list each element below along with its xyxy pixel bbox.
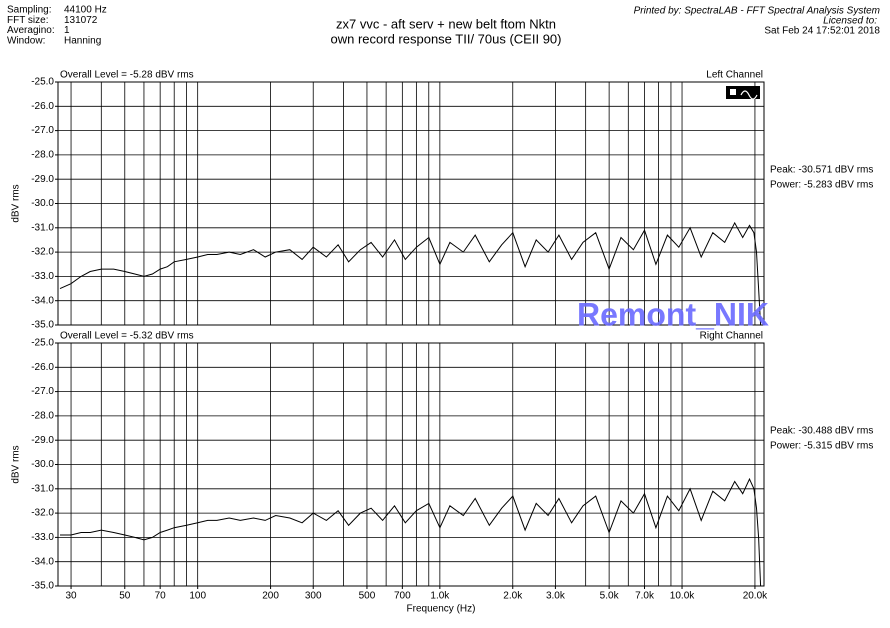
- peak: Peak: -30.488 dBV rms: [770, 426, 873, 437]
- x-tick-label: 700: [394, 591, 411, 602]
- y-tick-label: -27.0: [31, 386, 54, 397]
- x-tick-label: 7.0k: [635, 591, 655, 602]
- y-tick-label: -29.0: [31, 435, 54, 446]
- info-label: Sampling:: [7, 5, 51, 16]
- y-tick-label: -28.0: [31, 411, 54, 422]
- x-tick-label: 500: [359, 591, 376, 602]
- spectrum-line: [60, 477, 762, 587]
- channel-name: Right Channel: [700, 331, 763, 342]
- y-tick-label: -32.0: [31, 247, 54, 258]
- info-value: 44100 Hz: [64, 5, 107, 16]
- info-label: Window:: [7, 36, 45, 47]
- y-tick-label: -32.0: [31, 508, 54, 519]
- x-tick-label: 70: [155, 591, 167, 602]
- x-tick-label: 100: [189, 591, 206, 602]
- x-tick-label: 50: [119, 591, 131, 602]
- y-tick-label: -29.0: [31, 174, 54, 185]
- licensed: Licensed to:: [823, 16, 877, 27]
- power: Power: -5.283 dBV rms: [770, 180, 873, 191]
- x-tick-label: 2.0k: [503, 591, 523, 602]
- overall-level: Overall Level = -5.32 dBV rms: [60, 331, 194, 342]
- spectrum-line: [59, 221, 762, 326]
- info-value: 131072: [64, 15, 98, 26]
- icon: [726, 86, 760, 100]
- x-tick-label: 1.0k: [430, 591, 450, 602]
- y-tick-label: -33.0: [31, 271, 54, 282]
- y-tick-label: -30.0: [31, 459, 54, 470]
- y-tick-label: -30.0: [31, 198, 54, 209]
- y-tick-label: -28.0: [31, 150, 54, 161]
- info-value: 1: [64, 25, 70, 36]
- watermark: Remont_NIK: [577, 296, 769, 332]
- info-label: Averagino:: [7, 25, 55, 36]
- title-line: zx7 vvc - aft serv + new belt ftom Nktn: [336, 16, 556, 31]
- y-tick-label: -34.0: [31, 556, 54, 567]
- x-tick-label: 10.0k: [670, 591, 695, 602]
- x-tick-label: 3.0k: [546, 591, 566, 602]
- y-tick-label: -27.0: [31, 125, 54, 136]
- info-label: FFT size:: [7, 15, 48, 26]
- y-tick-label: -35.0: [31, 320, 54, 331]
- title-line: own record response TII/ 70us (CEII 90): [331, 31, 562, 46]
- y-tick-label: -34.0: [31, 295, 54, 306]
- y-axis-label: dBV rms: [11, 445, 22, 483]
- x-tick-label: 200: [262, 591, 279, 602]
- y-axis-label: dBV rms: [11, 184, 22, 222]
- printed-by: Printed by: SpectraLAB - FFT Spectral An…: [634, 6, 880, 17]
- y-tick-label: -31.0: [31, 483, 54, 494]
- date: Sat Feb 24 17:52:01 2018: [764, 26, 880, 37]
- y-tick-label: -26.0: [31, 362, 54, 373]
- info-value: Hanning: [64, 36, 101, 47]
- x-tick-label: 30: [65, 591, 77, 602]
- x-tick-label: 5.0k: [600, 591, 620, 602]
- x-axis-label: Frequency (Hz): [407, 604, 476, 615]
- peak: Peak: -30.571 dBV rms: [770, 165, 873, 176]
- power: Power: -5.315 dBV rms: [770, 441, 873, 452]
- y-tick-label: -25.0: [31, 338, 54, 349]
- y-tick-label: -35.0: [31, 581, 54, 592]
- channel-name: Left Channel: [706, 70, 763, 81]
- x-tick-label: 20.0k: [743, 591, 768, 602]
- y-tick-label: -25.0: [31, 77, 54, 88]
- y-tick-label: -26.0: [31, 101, 54, 112]
- y-tick-label: -33.0: [31, 532, 54, 543]
- overall-level: Overall Level = -5.28 dBV rms: [60, 70, 194, 81]
- x-tick-label: 300: [305, 591, 322, 602]
- y-tick-label: -31.0: [31, 222, 54, 233]
